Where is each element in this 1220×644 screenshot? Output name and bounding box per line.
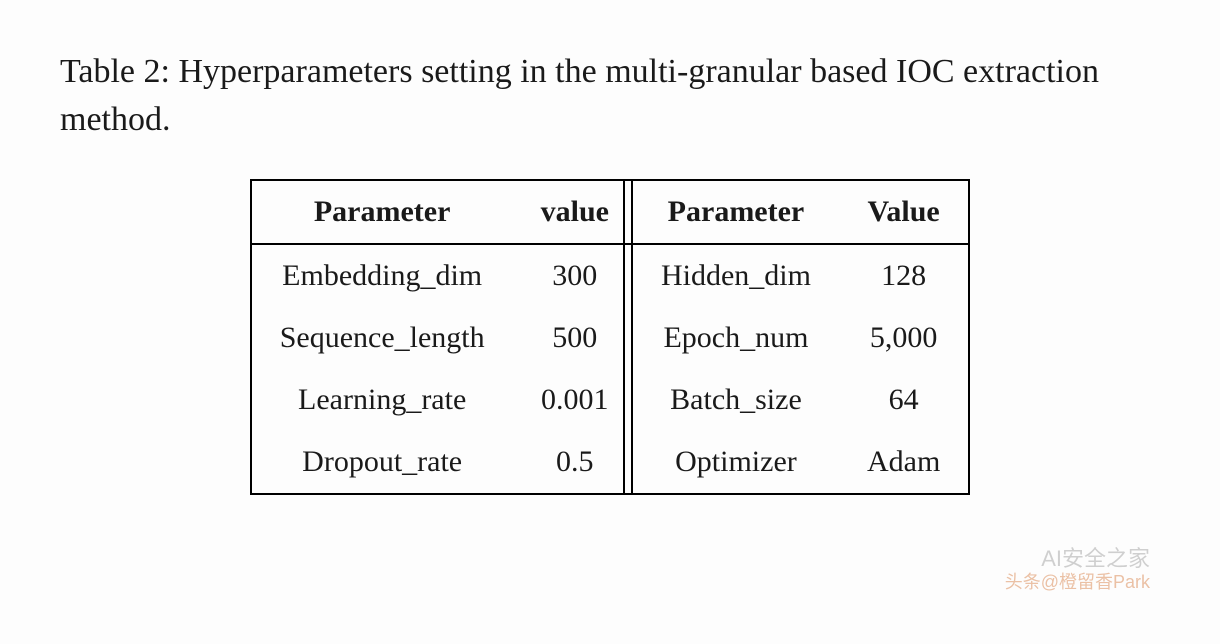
cell-right-value: 5,000	[839, 307, 969, 369]
cell-right-param: Hidden_dim	[632, 244, 839, 307]
double-rule-gap	[624, 180, 632, 244]
watermark-line2: 头条@橙留香Park	[1005, 572, 1150, 594]
col-header-right-value: Value	[839, 180, 969, 244]
col-header-left-parameter: Parameter	[251, 180, 513, 244]
table-caption: Table 2: Hyperparameters setting in the …	[60, 48, 1160, 143]
double-rule-gap	[624, 431, 632, 494]
cell-left-param: Learning_rate	[251, 369, 513, 431]
table-row: Dropout_rate 0.5 Optimizer Adam	[251, 431, 970, 494]
cell-left-value: 0.001	[513, 369, 624, 431]
cell-left-value: 0.5	[513, 431, 624, 494]
cell-right-param: Epoch_num	[632, 307, 839, 369]
watermark: AI安全之家 头条@橙留香Park	[1005, 546, 1150, 594]
col-header-right-parameter: Parameter	[632, 180, 839, 244]
double-rule-gap	[624, 307, 632, 369]
double-rule-gap	[624, 369, 632, 431]
watermark-line1: AI安全之家	[1005, 546, 1150, 572]
cell-right-value: 64	[839, 369, 969, 431]
table-row: Embedding_dim 300 Hidden_dim 128	[251, 244, 970, 307]
cell-right-param: Optimizer	[632, 431, 839, 494]
table-row: Learning_rate 0.001 Batch_size 64	[251, 369, 970, 431]
cell-right-value: Adam	[839, 431, 969, 494]
page: Table 2: Hyperparameters setting in the …	[0, 0, 1220, 495]
cell-left-param: Dropout_rate	[251, 431, 513, 494]
double-rule-gap	[624, 244, 632, 307]
table-container: Parameter value Parameter Value Embeddin…	[60, 179, 1160, 495]
table-header-row: Parameter value Parameter Value	[251, 180, 970, 244]
table-row: Sequence_length 500 Epoch_num 5,000	[251, 307, 970, 369]
col-header-left-value: value	[513, 180, 624, 244]
cell-left-param: Embedding_dim	[251, 244, 513, 307]
hyperparameters-table: Parameter value Parameter Value Embeddin…	[250, 179, 971, 495]
cell-left-value: 300	[513, 244, 624, 307]
cell-left-value: 500	[513, 307, 624, 369]
cell-right-value: 128	[839, 244, 969, 307]
cell-left-param: Sequence_length	[251, 307, 513, 369]
cell-right-param: Batch_size	[632, 369, 839, 431]
